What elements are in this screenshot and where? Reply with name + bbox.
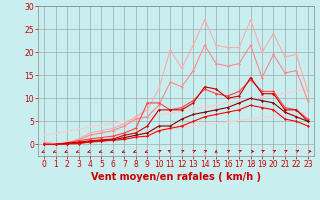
X-axis label: Vent moyen/en rafales ( km/h ): Vent moyen/en rafales ( km/h )	[91, 172, 261, 182]
